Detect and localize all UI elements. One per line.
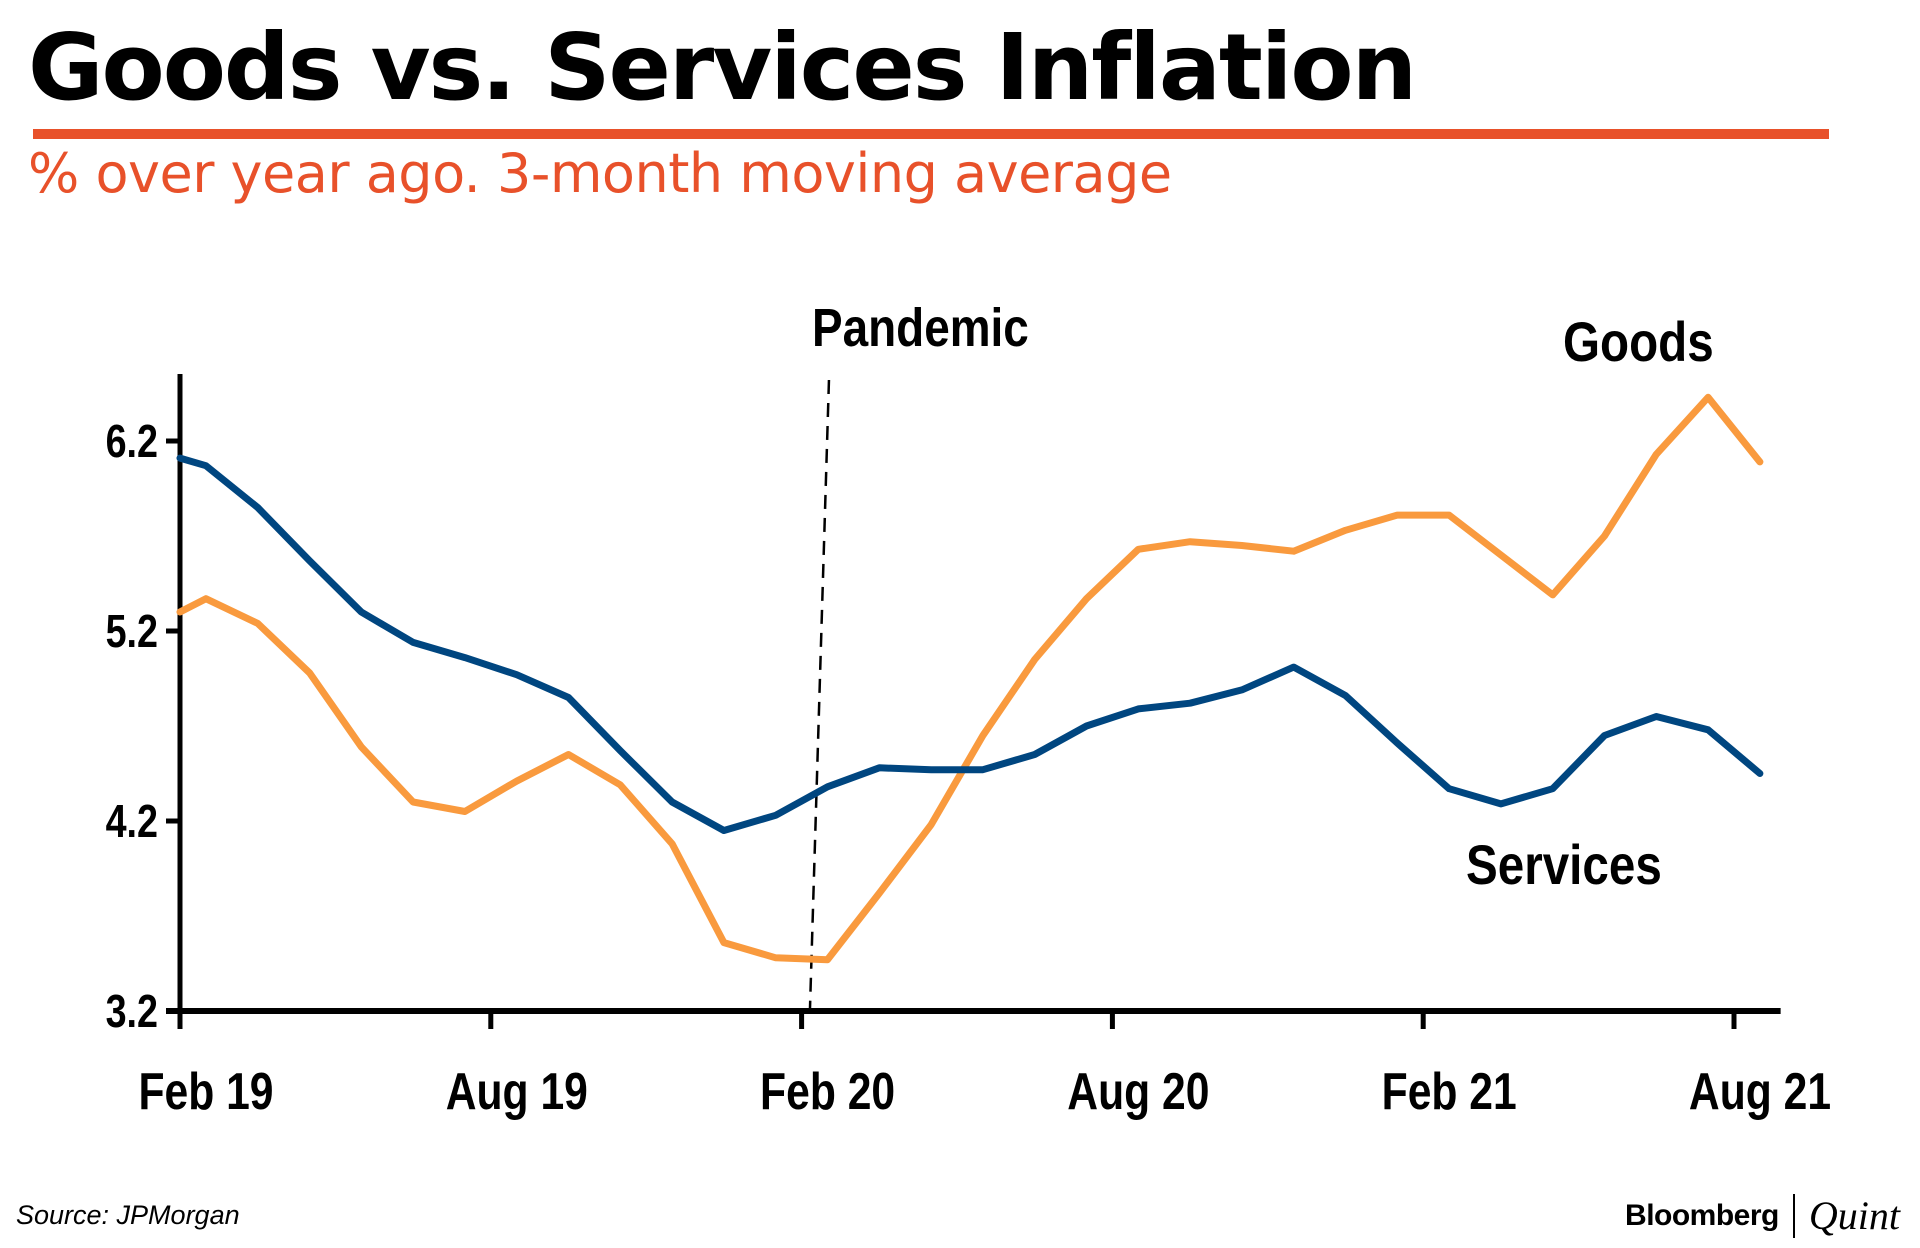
series-line-services (176, 454, 1764, 834)
title-underline-rule (33, 129, 1829, 139)
series-label-goods: Goods (1563, 311, 1714, 373)
pandemic-label: Pandemic (812, 298, 1029, 358)
series-labels: Goods Services (1466, 311, 1714, 896)
x-tick-label: Feb 20 (760, 1063, 895, 1121)
series-line-goods (176, 393, 1764, 964)
y-tick-label: 5.2 (106, 605, 158, 656)
brand-bloomberg: Bloomberg (1625, 1198, 1779, 1232)
chart-subtitle: % over year ago. 3-month moving average (28, 142, 1172, 205)
series-label-services: Services (1466, 834, 1662, 896)
title-underline-bar (33, 129, 1829, 139)
brand-quint: Quint (1808, 1193, 1900, 1238)
brand-logo: Bloomberg Quint (1625, 1192, 1900, 1239)
y-tick-label: 3.2 (106, 985, 158, 1036)
annotations: Pandemic (808, 298, 1029, 1010)
y-tick-label: 4.2 (106, 795, 158, 846)
brand-separator (1792, 1193, 1795, 1238)
x-tick-label: Feb 19 (138, 1063, 273, 1121)
x-tick-label: Aug 21 (1689, 1063, 1831, 1121)
pandemic-marker-line (808, 379, 831, 1010)
x-tick-label: Feb 21 (1382, 1063, 1517, 1121)
y-tick-label: 6.2 (106, 415, 158, 466)
source-note: Source: JPMorgan (16, 1200, 240, 1230)
axes: 3.2 4.2 5.2 6.2 Feb 19 Aug 19 Feb 20 Aug 20 Feb … (106, 374, 1831, 1121)
series-lines (176, 393, 1764, 964)
x-tick-label: Aug 19 (446, 1063, 588, 1121)
chart-title: Goods vs. Services Inflation (28, 14, 1417, 121)
x-tick-label: Aug 20 (1067, 1063, 1209, 1121)
